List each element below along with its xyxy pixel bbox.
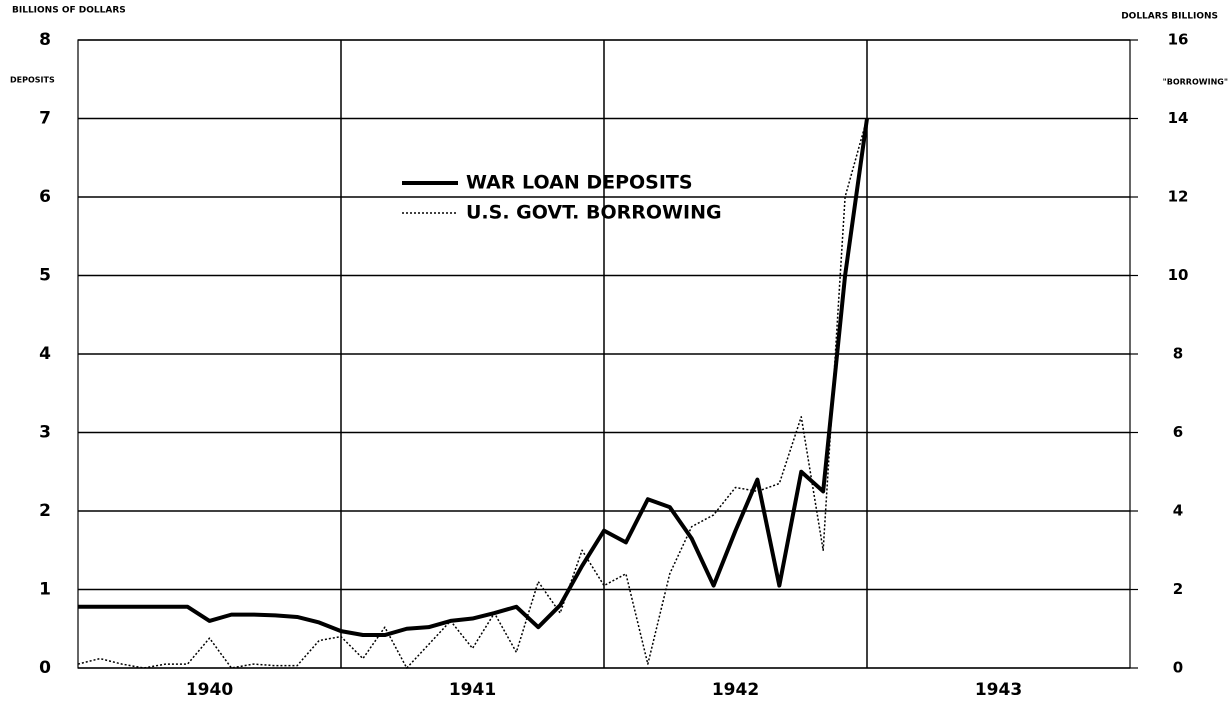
- y2-tick-label: 8: [1173, 345, 1183, 363]
- y-tick-label: 1: [39, 580, 51, 600]
- y-tick-label: 0: [39, 658, 51, 678]
- legend-label: WAR LOAN DEPOSITS: [466, 172, 693, 194]
- x-tick-label: 1943: [975, 680, 1022, 700]
- y-tick-label: 6: [39, 187, 51, 207]
- y2-tick-label: 2: [1173, 580, 1183, 598]
- y2-tick-label: 16: [1168, 31, 1189, 49]
- x-tick-label: 1940: [186, 680, 233, 700]
- y2-tick-label: 6: [1173, 423, 1183, 441]
- y-series-label: DEPOSITS: [10, 76, 55, 85]
- y2-series-label: "BORROWING": [1163, 78, 1228, 87]
- y-tick-label: 3: [39, 423, 51, 443]
- y2-tick-label: 12: [1168, 188, 1189, 206]
- x-tick-label: 1941: [449, 680, 496, 700]
- y-tick-label: 7: [39, 109, 51, 129]
- legend-label: U.S. GOVT. BORROWING: [466, 202, 722, 224]
- data-line: [78, 118, 869, 638]
- x-tick-label: 1942: [712, 680, 759, 700]
- y2-axis-label: DOLLARS BILLIONS: [1121, 12, 1218, 22]
- y-axis-label: BILLIONS OF DOLLARS: [12, 6, 126, 16]
- y2-tick-label: 4: [1173, 502, 1183, 520]
- y2-tick-label: 0: [1173, 659, 1183, 677]
- y-tick-label: 5: [39, 266, 51, 286]
- y-tick-label: 2: [39, 501, 51, 521]
- y2-tick-label: 10: [1168, 266, 1189, 284]
- data-line: [77, 118, 868, 669]
- y-tick-label: 4: [39, 344, 51, 364]
- y2-tick-label: 14: [1168, 109, 1189, 127]
- y-tick-label: 8: [39, 30, 51, 50]
